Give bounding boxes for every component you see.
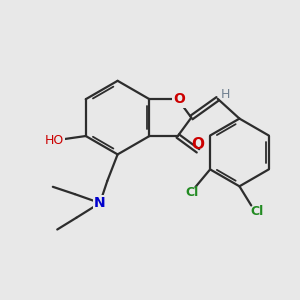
Text: HO: HO [44, 134, 64, 147]
Text: O: O [173, 92, 185, 106]
Text: O: O [191, 137, 205, 152]
Text: Cl: Cl [250, 205, 263, 218]
Text: Cl: Cl [185, 186, 199, 200]
Text: N: N [94, 196, 106, 210]
Text: H: H [220, 88, 230, 101]
